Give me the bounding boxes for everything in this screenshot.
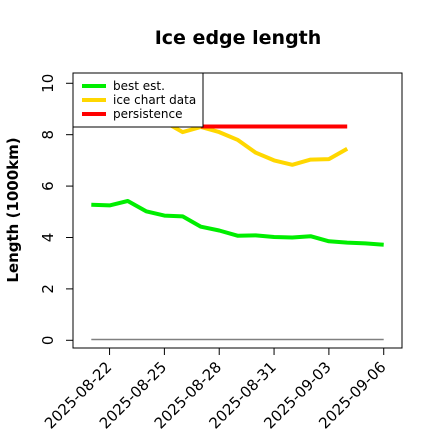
y-tick-label: 10 [39,74,57,93]
chart-title: Ice edge length [155,27,322,49]
y-tick-label: 0 [39,336,57,346]
legend-label-ice-chart-data: ice chart data [113,93,196,107]
x-axis: 2025-08-222025-08-252025-08-282025-08-31… [41,348,390,432]
series-best-est--line [91,199,384,247]
plot-area [72,72,403,349]
legend-label-best-est-: best est. [113,79,165,93]
legend-label-persistence: persistence [113,107,182,121]
y-tick-label: 8 [39,130,57,140]
y-axis: 0 2 4 6 8 10 [39,74,73,345]
y-tick-label: 6 [39,181,57,191]
series-lines [91,120,384,341]
legend-box [72,72,204,128]
y-tick-label: 2 [39,284,57,294]
series-ice-chart-data-line [163,120,349,167]
y-axis-label: Length (1000km) [4,137,22,282]
plot-frame [72,72,403,349]
y-tick-label: 4 [39,233,57,243]
